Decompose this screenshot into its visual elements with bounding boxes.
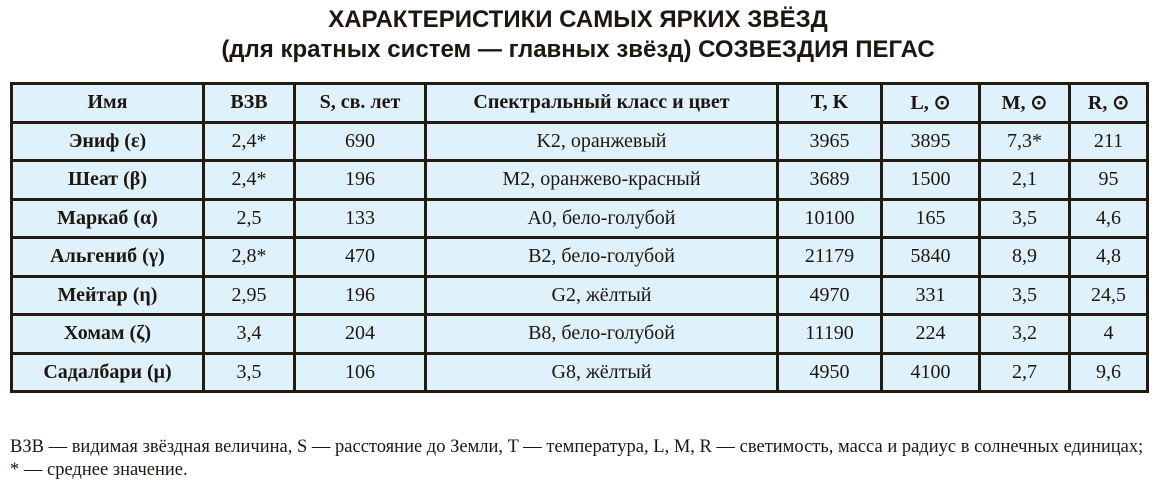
table-cell: B2, бело-голубой <box>424 236 779 278</box>
table-cell: 4970 <box>776 274 883 316</box>
column-header: R, ⊙ <box>1068 82 1149 124</box>
table-cell: 2,4* <box>202 159 296 201</box>
table-cell: 3,4 <box>202 313 296 355</box>
table-cell: 10100 <box>776 197 883 239</box>
table-cell: 2,95 <box>202 274 296 316</box>
table-row: Шеат (β) 2,4* 196 M2, оранжево-красный 3689 1… <box>10 159 1149 201</box>
table-cell: 204 <box>293 313 427 355</box>
table-cell: 2,4* <box>202 120 296 162</box>
table-cell: M2, оранжево-красный <box>424 159 779 201</box>
table-cell: 3,5 <box>978 274 1071 316</box>
star-name-cell: Эниф (ε) <box>10 120 205 162</box>
table-cell: B8, бело-голубой <box>424 313 779 355</box>
table-cell: 1500 <box>880 159 981 201</box>
table-cell: 5840 <box>880 236 981 278</box>
star-name-cell: Альгениб (γ) <box>10 236 205 278</box>
table-row: Маркаб (α) 2,5 133 A0, бело-голубой 10100 165… <box>10 197 1149 239</box>
table-cell: 3,2 <box>978 313 1071 355</box>
table-cell: 8,9 <box>978 236 1071 278</box>
table-cell: 196 <box>293 159 427 201</box>
table-cell: 95 <box>1068 159 1149 201</box>
table-cell: 106 <box>293 351 427 393</box>
table-cell: 7,3* <box>978 120 1071 162</box>
table-cell: 224 <box>880 313 981 355</box>
table-cell: 3,5 <box>202 351 296 393</box>
table-cell: 690 <box>293 120 427 162</box>
table-cell: 2,5 <box>202 197 296 239</box>
title-line-1: ХАРАКТЕРИСТИКИ САМЫХ ЯРКИХ ЗВЁЗД <box>328 6 828 33</box>
table-row: Эниф (ε) 2,4* 690 K2, оранжевый 3965 3895 7,3*… <box>10 120 1149 162</box>
table-cell: 21179 <box>776 236 883 278</box>
table-cell: 4 <box>1068 313 1149 355</box>
table-cell: 196 <box>293 274 427 316</box>
star-name-cell: Хомам (ζ) <box>10 313 205 355</box>
column-header: S, св. лет <box>293 82 427 124</box>
table-row: Мейтар (η) 2,95 196 G2, жёлтый 4970 331 3,5 24,… <box>10 274 1149 316</box>
table-cell: A0, бело-голубой <box>424 197 779 239</box>
table-cell: 2,8* <box>202 236 296 278</box>
table-row: Хомам (ζ) 3,4 204 B8, бело-голубой 11190 224 3… <box>10 313 1149 355</box>
table-cell: 4,6 <box>1068 197 1149 239</box>
table-cell: 3895 <box>880 120 981 162</box>
table-cell: 2,1 <box>978 159 1071 201</box>
title-line-2: (для кратных систем — главных звёзд) СОЗ… <box>221 36 935 63</box>
table-cell: 2,7 <box>978 351 1071 393</box>
table-cell: 4100 <box>880 351 981 393</box>
star-name-cell: Садалбари (μ) <box>10 351 205 393</box>
table-cell: 133 <box>293 197 427 239</box>
column-header: M, ⊙ <box>978 82 1071 124</box>
column-header: T, K <box>776 82 883 124</box>
footnote: ВЗВ — видимая звёздная величина, S — рас… <box>10 437 1144 480</box>
table-cell: G8, жёлтый <box>424 351 779 393</box>
star-name-cell: Маркаб (α) <box>10 197 205 239</box>
table-row: Садалбари (μ) 3,5 106 G8, жёлтый 4950 4100 2,7… <box>10 351 1149 393</box>
table-cell: 165 <box>880 197 981 239</box>
table-cell: 11190 <box>776 313 883 355</box>
table-row: Альгениб (γ) 2,8* 470 B2, бело-голубой 21179… <box>10 236 1149 278</box>
column-header: L, ⊙ <box>880 82 981 124</box>
table-cell: 24,5 <box>1068 274 1149 316</box>
stars-table: Имя ВЗВ S, св. лет Спектральный класс и цве… <box>10 82 1149 393</box>
table-cell: 470 <box>293 236 427 278</box>
column-header: Имя <box>10 82 205 124</box>
table-cell: 3965 <box>776 120 883 162</box>
table-cell: 4950 <box>776 351 883 393</box>
table-cell: K2, оранжевый <box>424 120 779 162</box>
column-header: ВЗВ <box>202 82 296 124</box>
star-name-cell: Мейтар (η) <box>10 274 205 316</box>
table-cell: 3689 <box>776 159 883 201</box>
table-header-row: Имя ВЗВ S, св. лет Спектральный класс и цве… <box>10 82 1149 124</box>
table-cell: 331 <box>880 274 981 316</box>
column-header: Спектральный класс и цвет <box>424 82 779 124</box>
table-cell: 9,6 <box>1068 351 1149 393</box>
star-name-cell: Шеат (β) <box>10 159 205 201</box>
table-cell: 211 <box>1068 120 1149 162</box>
table-cell: 4,8 <box>1068 236 1149 278</box>
table-cell: G2, жёлтый <box>424 274 779 316</box>
table-cell: 3,5 <box>978 197 1071 239</box>
